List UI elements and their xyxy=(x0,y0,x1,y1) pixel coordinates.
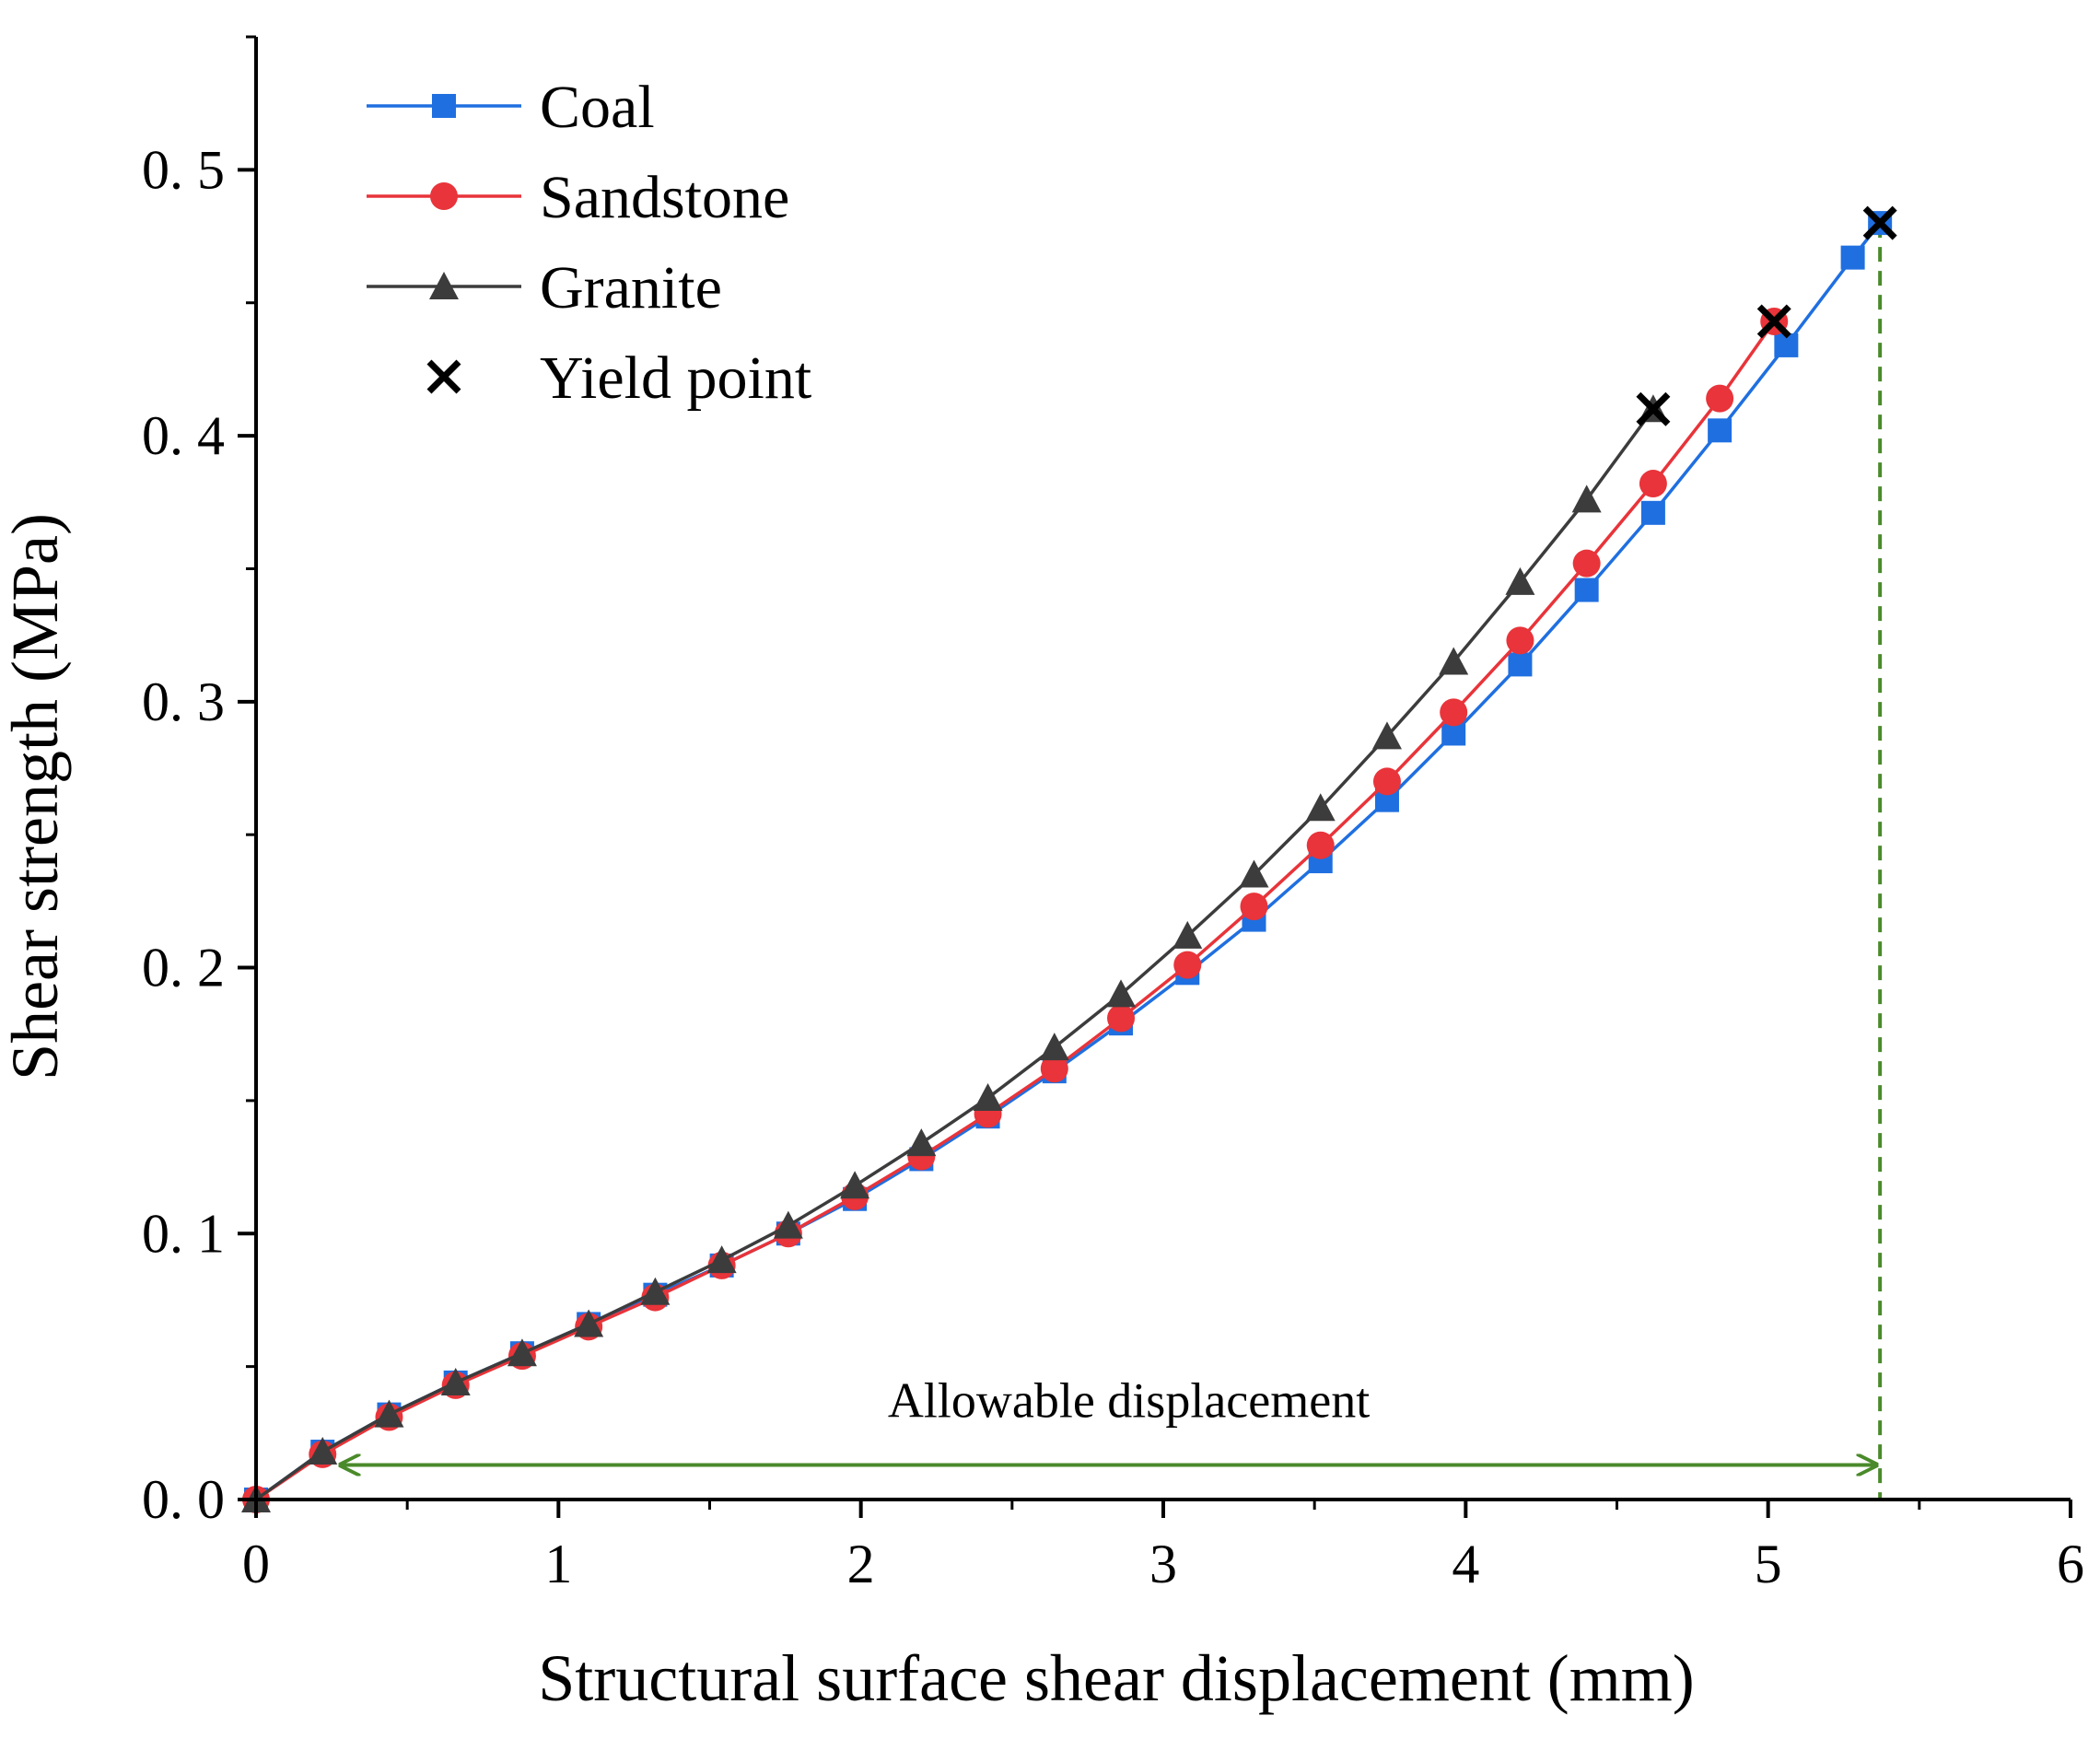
x-tick-label: 6 xyxy=(2057,1534,2084,1594)
legend-item-granite: Granite xyxy=(367,254,722,321)
data-point-granite xyxy=(308,1437,338,1465)
series-line-sandstone xyxy=(255,320,1776,1501)
data-point-granite xyxy=(1106,979,1137,1008)
y-tick-label: 0. 5 xyxy=(142,139,225,200)
y-tick-label: 0. 1 xyxy=(142,1203,225,1264)
data-point-granite xyxy=(1172,920,1203,949)
data-point-granite xyxy=(1371,721,1402,750)
legend-label: Sandstone xyxy=(540,164,789,231)
data-point-granite xyxy=(773,1210,803,1239)
data-point-granite xyxy=(1239,859,1269,888)
series-yield-points xyxy=(1636,205,1897,426)
data-point-granite xyxy=(1305,793,1336,822)
data-point-granite xyxy=(1505,566,1535,595)
x-tick-label: 5 xyxy=(1755,1534,1782,1594)
legend-label: Granite xyxy=(540,254,722,321)
y-axis-title: Shear strength (MPa) xyxy=(0,513,72,1080)
yield-marker-stroke xyxy=(1756,304,1791,339)
series-sandstone xyxy=(242,307,1789,1513)
yield-marker-stroke xyxy=(1636,391,1671,426)
data-point-sandstone xyxy=(1706,384,1734,413)
legend-label: Yield point xyxy=(540,344,811,412)
data-point-granite xyxy=(973,1083,1003,1112)
yield-point-marker xyxy=(1862,205,1897,240)
data-point-granite xyxy=(906,1128,937,1157)
data-point-sandstone xyxy=(1372,767,1401,796)
data-point-granite xyxy=(840,1171,870,1199)
y-tick-label: 0. 2 xyxy=(142,938,225,998)
yield-marker-stroke xyxy=(426,359,461,394)
x-tick-label: 3 xyxy=(1149,1534,1177,1594)
allowable-displacement-label: Allowable displacement xyxy=(888,1372,1370,1428)
x-tick-label: 2 xyxy=(847,1534,875,1594)
yield-marker-stroke xyxy=(1862,205,1897,240)
data-point-granite xyxy=(574,1309,604,1337)
data-point-granite xyxy=(706,1245,737,1274)
y-tick-label: 0. 3 xyxy=(142,671,225,732)
legend-item-yield-point: Yield point xyxy=(426,344,811,412)
data-point-sandstone xyxy=(1572,549,1601,578)
data-point-sandstone xyxy=(1506,626,1534,655)
data-point-granite xyxy=(1039,1033,1069,1061)
data-point-coal xyxy=(1640,500,1665,525)
legend-item-coal: Coal xyxy=(367,74,655,141)
yield-point-marker xyxy=(1756,304,1791,339)
legend: Coal Sandstone Granite Yield point xyxy=(367,74,811,412)
data-point-granite xyxy=(374,1399,404,1428)
data-point-sandstone xyxy=(1173,951,1202,979)
x-tick-label: 1 xyxy=(544,1534,572,1594)
series-granite xyxy=(241,394,1668,1512)
series-line-granite xyxy=(254,408,1655,1501)
data-point-coal xyxy=(1508,652,1533,677)
data-point-granite xyxy=(507,1338,537,1367)
data-point-granite xyxy=(440,1367,471,1395)
data-point-coal xyxy=(1574,578,1599,602)
data-point-granite xyxy=(640,1277,671,1305)
legend-swatch-marker xyxy=(430,182,458,210)
y-tick-label: 0. 0 xyxy=(142,1469,225,1530)
legend-swatch-marker xyxy=(432,94,456,118)
data-point-sandstone xyxy=(1107,1004,1136,1033)
x-tick-label: 4 xyxy=(1452,1534,1479,1594)
data-point-sandstone xyxy=(1040,1055,1068,1083)
data-point-sandstone xyxy=(1639,470,1667,498)
x-tick-label: 0 xyxy=(242,1534,270,1594)
y-tick-label: 0. 4 xyxy=(142,405,225,466)
data-point-sandstone xyxy=(1440,698,1468,727)
legend-swatch-marker xyxy=(429,272,459,299)
plot-area: Allowable displacement xyxy=(241,205,1897,1513)
yield-point-marker xyxy=(1636,391,1671,426)
series-coal xyxy=(244,211,1893,1511)
data-point-sandstone xyxy=(1306,831,1335,859)
x-axis-title: Structural surface shear displacement (m… xyxy=(538,1641,1695,1715)
series-line-coal xyxy=(254,222,1882,1501)
data-point-coal xyxy=(1708,418,1732,443)
data-point-sandstone xyxy=(1240,893,1268,921)
legend-swatch-marker xyxy=(426,359,461,394)
legend-label: Coal xyxy=(540,74,655,141)
data-point-granite xyxy=(1571,484,1602,513)
legend-item-sandstone: Sandstone xyxy=(367,164,789,231)
data-point-coal xyxy=(1840,245,1865,270)
axes: 0 1 2 3 4 5 6 0. 0 0. 1 0. 2 0. 3 0. 4 0. 5 xyxy=(142,35,2084,1594)
data-point-granite xyxy=(1439,647,1469,675)
